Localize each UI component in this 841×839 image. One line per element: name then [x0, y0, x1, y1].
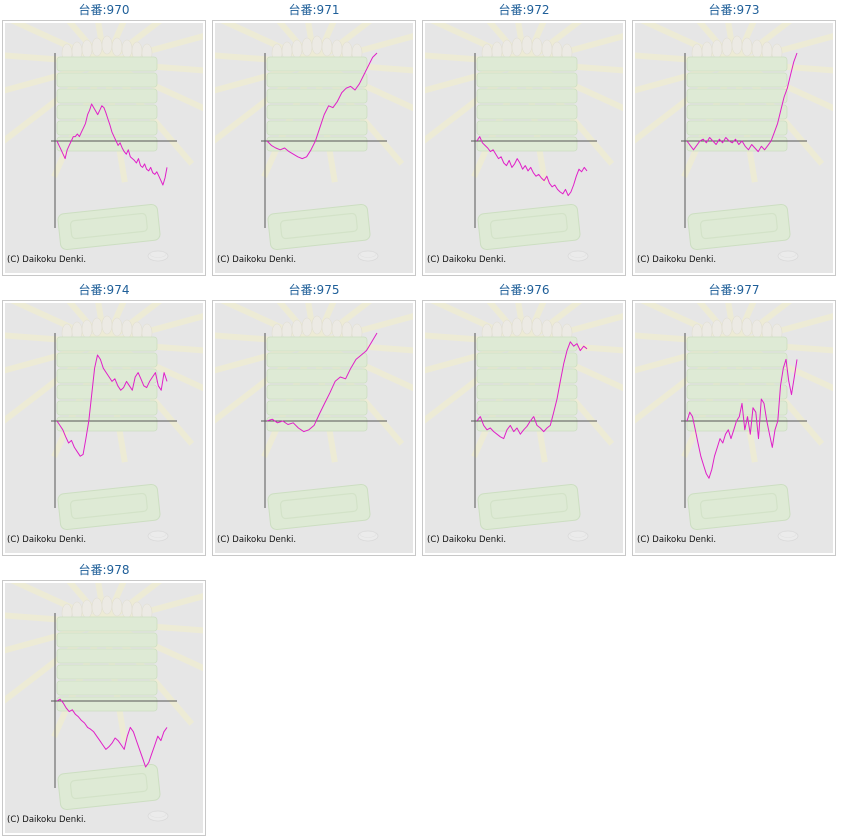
copyright-text: (C) Daikoku Denki. — [637, 535, 717, 545]
decor-illustration — [425, 23, 623, 262]
slump-graph — [5, 583, 203, 833]
copyright-text: (C) Daikoku Denki. — [217, 535, 297, 545]
machine-graph[interactable]: 台番:976 (C) Daikoku Denki. — [422, 280, 626, 556]
slump-graph — [425, 303, 623, 553]
machine-graph[interactable]: 台番:973 (C) Daikoku Denki. — [632, 0, 836, 276]
machine-graph[interactable]: 台番:974 (C) Daikoku Denki. — [2, 280, 206, 556]
graph-frame: (C) Daikoku Denki. — [212, 20, 416, 276]
graph-frame: (C) Daikoku Denki. — [632, 20, 836, 276]
slump-line — [56, 698, 168, 768]
copyright-text: (C) Daikoku Denki. — [217, 255, 297, 265]
slump-graph — [425, 23, 623, 273]
decor-illustration — [425, 303, 623, 542]
slump-graph — [215, 303, 413, 553]
machine-graph[interactable]: 台番:971 (C) Daikoku Denki. — [212, 0, 416, 276]
decor-illustration — [5, 303, 203, 542]
slump-graph — [215, 23, 413, 273]
copyright-text: (C) Daikoku Denki. — [7, 815, 87, 825]
machine-number-label[interactable]: 台番:971 — [288, 3, 340, 17]
machine-number-label[interactable]: 台番:977 — [708, 283, 760, 297]
graph-frame: (C) Daikoku Denki. — [422, 300, 626, 556]
machine-number-label[interactable]: 台番:976 — [498, 283, 550, 297]
copyright-text: (C) Daikoku Denki. — [7, 255, 87, 265]
machine-graph[interactable]: 台番:970 (C) Daikoku Denki. — [2, 0, 206, 276]
copyright-text: (C) Daikoku Denki. — [637, 255, 717, 265]
machine-number-label[interactable]: 台番:973 — [708, 3, 760, 17]
machine-graph[interactable]: 台番:975 (C) Daikoku Denki. — [212, 280, 416, 556]
machine-number-label[interactable]: 台番:970 — [78, 3, 130, 17]
decor-illustration — [215, 303, 413, 542]
slump-graph — [635, 23, 833, 273]
slump-line — [476, 341, 588, 440]
graph-frame: (C) Daikoku Denki. — [632, 300, 836, 556]
slump-line — [56, 103, 168, 186]
machine-number-label[interactable]: 台番:975 — [288, 283, 340, 297]
machine-number-label[interactable]: 台番:972 — [498, 3, 550, 17]
slump-line — [686, 52, 798, 153]
decor-illustration — [635, 23, 833, 262]
slump-graph — [635, 303, 833, 553]
machine-number-label[interactable]: 台番:978 — [78, 563, 130, 577]
decor-illustration — [215, 23, 413, 262]
decor-illustration — [5, 23, 203, 262]
slump-line — [266, 52, 378, 160]
slump-line — [476, 136, 588, 197]
copyright-text: (C) Daikoku Denki. — [7, 535, 87, 545]
machine-graph[interactable]: 台番:972 (C) Daikoku Denki. — [422, 0, 626, 276]
graph-frame: (C) Daikoku Denki. — [2, 20, 206, 276]
machine-number-label[interactable]: 台番:974 — [78, 283, 130, 297]
graph-frame: (C) Daikoku Denki. — [422, 20, 626, 276]
decor-illustration — [5, 583, 203, 822]
graph-frame: (C) Daikoku Denki. — [212, 300, 416, 556]
copyright-text: (C) Daikoku Denki. — [427, 535, 507, 545]
copyright-text: (C) Daikoku Denki. — [427, 255, 507, 265]
graph-frame: (C) Daikoku Denki. — [2, 580, 206, 836]
slump-line — [56, 354, 168, 457]
slump-line — [686, 358, 798, 479]
slump-graph — [5, 23, 203, 273]
machine-graph[interactable]: 台番:978 (C) Daikoku Denki. — [2, 560, 206, 836]
machine-graph[interactable]: 台番:977 (C) Daikoku Denki. — [632, 280, 836, 556]
graph-frame: (C) Daikoku Denki. — [2, 300, 206, 556]
slump-line — [266, 332, 378, 433]
slump-graph — [5, 303, 203, 553]
